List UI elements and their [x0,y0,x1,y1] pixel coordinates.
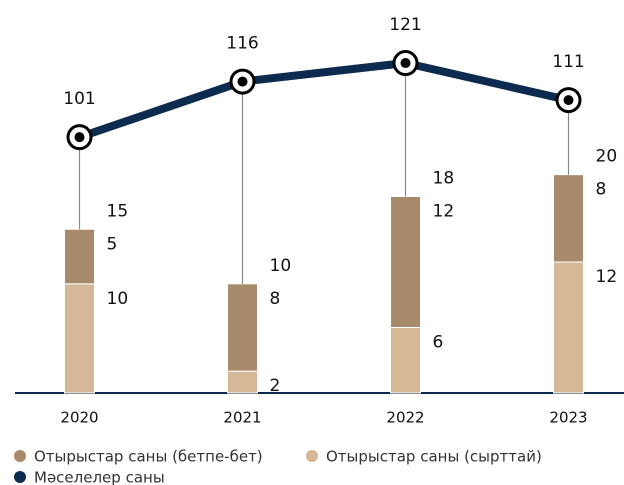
data-label: 10 [107,289,129,309]
point-dot [237,76,248,87]
bar-segment [390,327,421,394]
total-label: 18 [433,169,455,189]
legend-label: Отырыстар саны (сырттай) [326,448,542,466]
data-label: 111 [552,52,584,72]
data-label: 5 [107,234,118,254]
legend-swatch [14,450,26,462]
legend-swatch [306,450,318,462]
total-label: 15 [107,201,129,221]
legend-swatch [14,471,26,483]
bar-segment [390,196,421,328]
point-dot [400,58,411,69]
data-label: 12 [433,202,455,222]
x-tick-label: 2020 [60,409,98,427]
bar-segment [64,228,95,285]
total-label: 10 [270,256,292,276]
data-label: 2 [270,376,281,396]
line [78,59,570,141]
x-tick-label: 2023 [549,409,587,427]
legend-label: Отырыстар саны (бетпе-бет) [34,448,263,466]
data-label: 6 [433,333,444,353]
bar-segment [553,261,584,394]
point-dot [74,132,85,143]
bar-segment [64,283,95,394]
bar-segment [553,174,584,263]
data-label: 101 [63,89,95,109]
data-label: 8 [596,180,607,200]
point-dot [563,95,574,106]
x-tick-label: 2022 [386,409,424,427]
bar-segment [227,283,258,372]
x-tick-label: 2021 [223,409,261,427]
data-label: 12 [596,267,618,287]
data-label: 116 [226,34,258,54]
data-label: 121 [389,15,421,35]
total-label: 20 [596,147,618,167]
legend-label: Мәселелер саны [34,469,165,485]
bar-segment [227,370,258,394]
data-label: 8 [270,289,281,309]
